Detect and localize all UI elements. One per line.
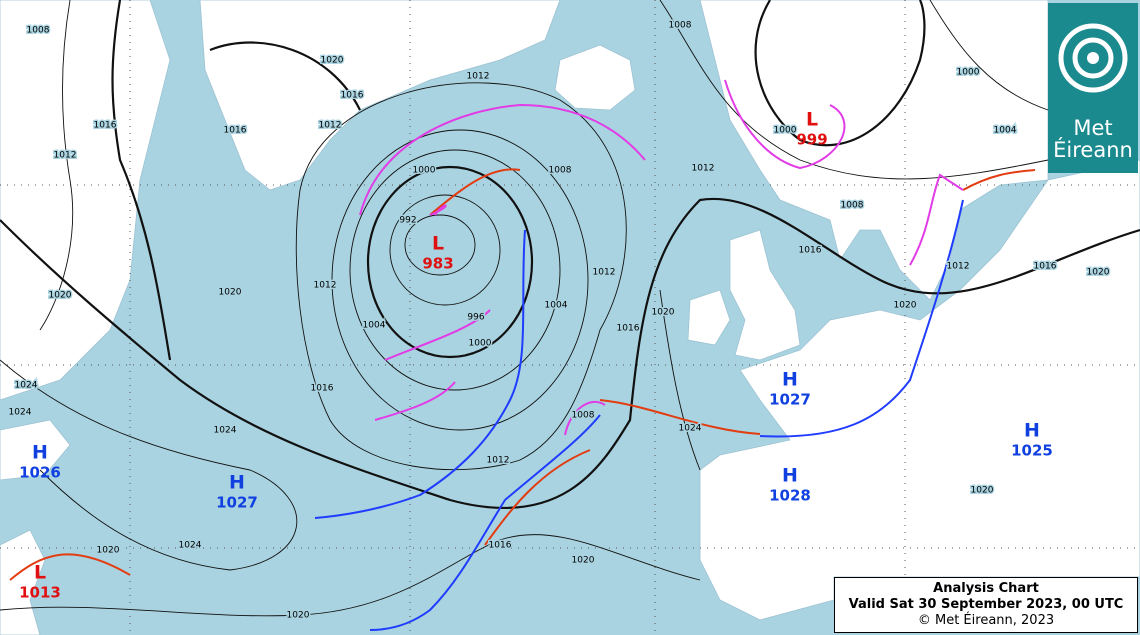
isobar-label: 1000 [774, 126, 797, 136]
isobar-label: 1016 [94, 121, 117, 131]
isobar-label: 1012 [314, 281, 337, 291]
isobar-label: 1020 [971, 486, 994, 496]
isobar-label: 1012 [692, 164, 715, 174]
isobar-label: 1020 [287, 611, 310, 621]
isobar-label: 1016 [799, 246, 822, 256]
center-pressure: 1028 [769, 487, 811, 505]
newfoundland [0, 419, 71, 481]
isobar-label: 1008 [572, 411, 595, 421]
great-britain [729, 229, 801, 361]
isobar-label: 992 [399, 216, 416, 226]
isobar-label: 1024 [179, 541, 202, 551]
isobar-label: 1012 [593, 268, 616, 278]
center-pressure: 999 [796, 131, 827, 149]
center-letter: L [432, 233, 444, 255]
isobar-label: 1012 [947, 262, 970, 272]
logo-swirl [1058, 23, 1128, 93]
isobar-label: 1020 [321, 56, 344, 66]
center-pressure: 1013 [19, 584, 61, 602]
isobar-label: 1016 [224, 126, 247, 136]
isobar-label: 1004 [994, 126, 1017, 136]
caption-valid: Valid Sat 30 September 2023, 00 UTC [848, 597, 1124, 612]
center-pressure: 1027 [769, 391, 811, 409]
isobar-label: 1020 [1087, 268, 1110, 278]
center-letter: H [1024, 420, 1040, 442]
center-letter: H [229, 472, 245, 494]
isobar-label: 1012 [487, 456, 510, 466]
isobar-label: 1020 [894, 301, 917, 311]
isobar-label: 1004 [363, 321, 386, 331]
isobar-label: 1000 [413, 166, 436, 176]
center-letter: H [32, 442, 48, 464]
center-pressure: 1026 [19, 464, 61, 482]
isobar-label: 996 [467, 313, 484, 323]
isobar-label: 1020 [97, 546, 120, 556]
isobar-label: 1016 [311, 384, 334, 394]
isobar-label: 1004 [545, 301, 568, 311]
isobar-label: 1012 [54, 151, 77, 161]
isobar-label: 1020 [652, 308, 675, 318]
center-letter: H [782, 369, 798, 391]
fronts [9, 79, 1036, 631]
isobars [0, 0, 1140, 617]
isobar-label: 1024 [679, 424, 702, 434]
center-pressure: 983 [422, 255, 453, 273]
ireland [687, 289, 731, 346]
isobar-label: 1016 [341, 91, 364, 101]
isobar-label: 1020 [219, 288, 242, 298]
isobar-label: 1008 [27, 26, 50, 36]
logo-line2: Éireann [1053, 138, 1133, 162]
center-letter: L [806, 109, 818, 131]
isobar-label: 1020 [572, 556, 595, 566]
caption-copyright: © Met Éireann, 2023 [917, 613, 1055, 628]
isobar-label: 1012 [319, 121, 342, 131]
isobar-label: 1008 [549, 166, 572, 176]
center-letter: L [34, 562, 46, 584]
greenland [199, 0, 561, 191]
isobar-label: 1008 [669, 21, 692, 31]
isobar-label: 1016 [489, 541, 512, 551]
center-letter: H [782, 465, 798, 487]
isobar-label: 1016 [617, 324, 640, 334]
isobar-label: 1024 [9, 408, 32, 418]
caption-title: Analysis Chart [933, 581, 1039, 596]
isobar-label: 1024 [15, 381, 38, 391]
logo: Met Éireann [1048, 3, 1138, 173]
center-pressure: 1027 [216, 494, 258, 512]
isobar-label: 1024 [214, 426, 237, 436]
isobar-label: 1016 [1034, 262, 1057, 272]
isobar-label: 1000 [957, 68, 980, 78]
caption-box: Analysis Chart Valid Sat 30 September 20… [834, 577, 1138, 633]
isobar-label: 1008 [841, 201, 864, 211]
isobar-label: 1020 [49, 291, 72, 301]
isobar-label: 1012 [467, 72, 490, 82]
isobar-label: 1000 [469, 339, 492, 349]
center-pressure: 1025 [1011, 442, 1053, 460]
logo-line1: Met [1073, 116, 1113, 140]
iceland [554, 44, 636, 111]
